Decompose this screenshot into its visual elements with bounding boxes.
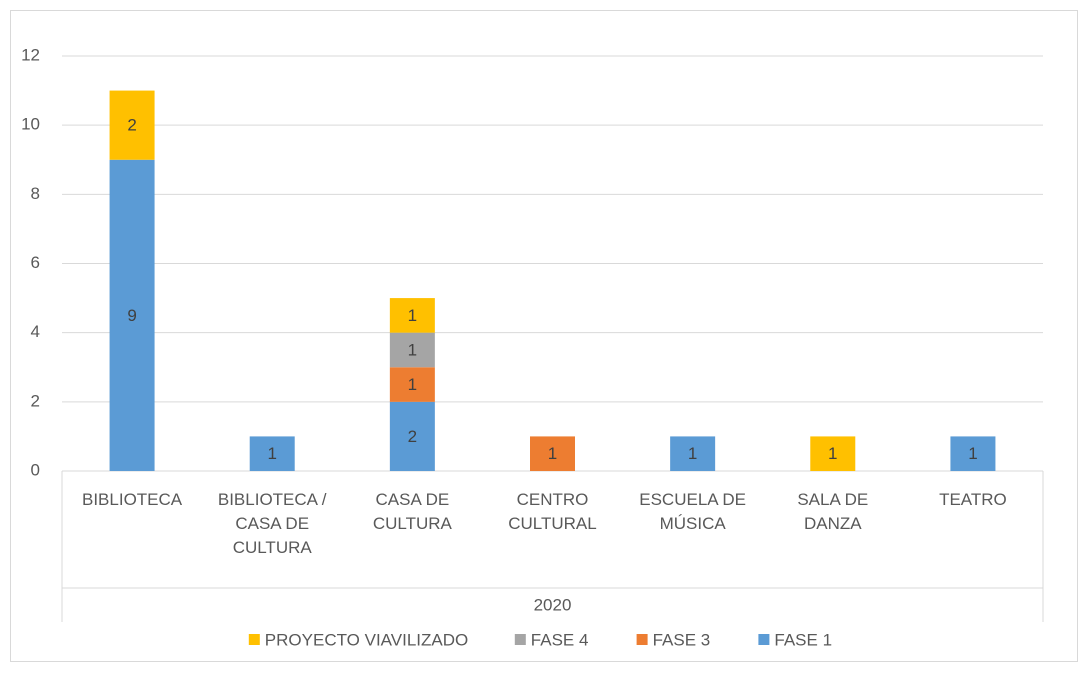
legend-swatch: [248, 634, 260, 645]
y-tick-label: 0: [31, 460, 40, 479]
y-tick-label: 4: [31, 322, 40, 341]
legend-swatch: [514, 634, 526, 645]
x-tick-label: BIBLIOTECA: [81, 490, 183, 509]
y-tick-label: 12: [21, 45, 40, 64]
y-tick-label: 8: [31, 184, 40, 203]
x-tick-label: CENTRO CULTURAL: [508, 490, 597, 533]
y-tick-label: 2: [31, 391, 40, 410]
bar-segment: [530, 436, 575, 471]
y-tick-label: 6: [31, 253, 40, 272]
chart-border: [10, 10, 1078, 662]
data-label: 1: [688, 444, 697, 463]
group-label: 2020: [534, 595, 572, 614]
y-tick-label: 10: [21, 115, 40, 134]
data-label: 1: [968, 444, 977, 463]
bar-segment: [109, 90, 155, 160]
x-tick-label: ESCUELA DE MÚSICA: [639, 490, 747, 533]
data-label: 2: [127, 116, 136, 135]
legend-label: FASE 3: [653, 630, 711, 649]
bar-segment: [670, 436, 716, 471]
legend-swatch: [758, 634, 770, 645]
data-label: 1: [267, 444, 276, 463]
data-label: 1: [548, 444, 557, 463]
bar-segment: [389, 332, 435, 368]
legend-label: PROYECTO VIAVILIZADO: [265, 630, 468, 649]
data-label: 9: [127, 306, 136, 325]
x-tick-label: CASA DE CULTURA: [372, 490, 452, 533]
data-label: 2: [408, 427, 417, 446]
bar-segment: [950, 436, 996, 471]
legend-swatch: [636, 634, 648, 645]
legend-label: FASE 1: [774, 630, 832, 649]
legend-label: FASE 4: [531, 630, 589, 649]
data-label: 1: [408, 306, 417, 325]
data-label: 1: [408, 375, 417, 394]
bar-segment: [249, 436, 295, 471]
data-label: 1: [828, 444, 837, 463]
x-tick-label: BIBLIOTECA / CASA DE CULTURA: [217, 490, 327, 557]
x-tick-label: SALA DE DANZA: [797, 490, 869, 533]
bar-segment: [389, 367, 435, 402]
bar-segment: [389, 401, 435, 471]
x-tick-label: TEATRO: [939, 490, 1007, 509]
bar-segment: [389, 298, 435, 333]
bar-segment: [109, 159, 155, 471]
bar-segment: [810, 436, 856, 471]
data-label: 1: [408, 340, 417, 359]
